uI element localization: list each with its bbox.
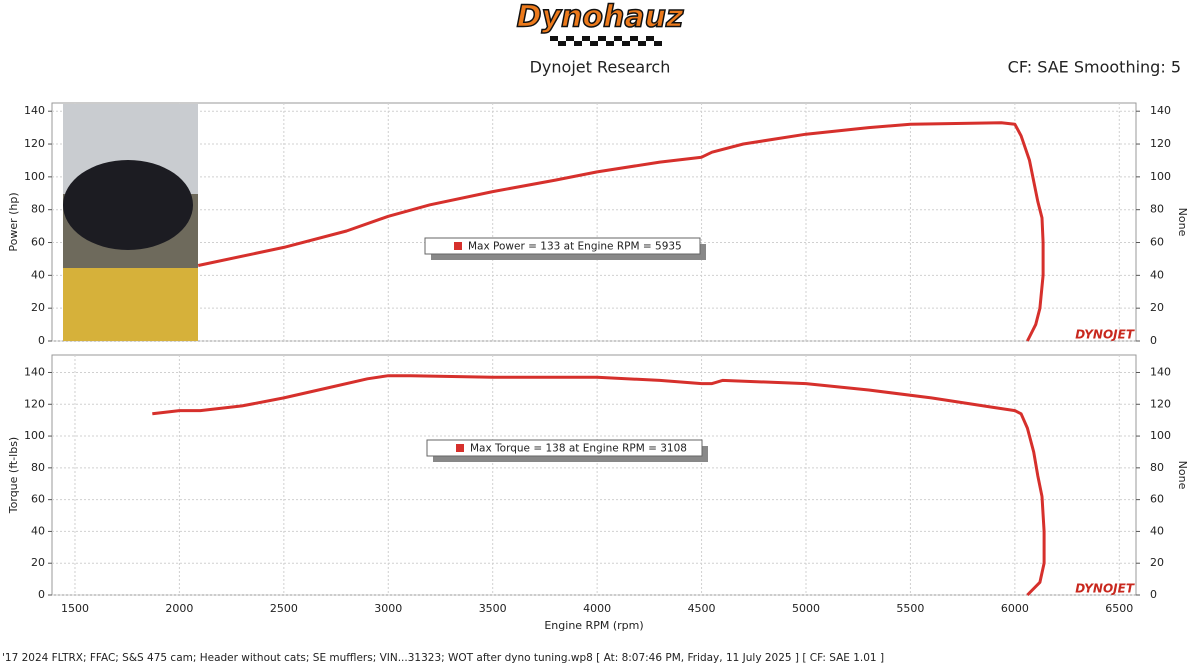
settings: CF: SAE Smoothing: 5 xyxy=(1008,58,1181,77)
y-tick-label: 60 xyxy=(31,236,45,249)
y2-tick-label: 120 xyxy=(1150,137,1171,150)
x-tick-label: 6000 xyxy=(1001,602,1029,615)
y2-axis-label: None xyxy=(1176,461,1189,490)
data-line xyxy=(197,121,1045,342)
y2-tick-label: 120 xyxy=(1150,397,1171,410)
y-tick-label: 80 xyxy=(31,461,45,474)
y2-tick-label: 40 xyxy=(1150,268,1164,281)
y2-tick-label: 0 xyxy=(1150,588,1157,601)
x-tick-label: 5500 xyxy=(896,602,924,615)
bike-photo-dyno xyxy=(63,268,198,341)
x-tick-label: 3500 xyxy=(479,602,507,615)
y2-tick-label: 100 xyxy=(1150,170,1171,183)
watermark: DYNOJET xyxy=(1075,328,1135,342)
x-tick-label: 1500 xyxy=(61,602,89,615)
x-tick-label: 5000 xyxy=(792,602,820,615)
plot-area xyxy=(51,102,1137,342)
y2-tick-label: 60 xyxy=(1150,493,1164,506)
x-tick-label: 6500 xyxy=(1105,602,1133,615)
x-axis-label: Engine RPM (rpm) xyxy=(544,619,643,632)
subtitle: Dynojet Research xyxy=(530,58,671,77)
y-tick-label: 0 xyxy=(38,334,45,347)
y-tick-label: 40 xyxy=(31,268,45,281)
y2-tick-label: 140 xyxy=(1150,365,1171,378)
y-tick-label: 120 xyxy=(24,137,45,150)
annotation-box xyxy=(424,237,701,255)
annotation-swatch xyxy=(456,444,464,452)
logo-flag xyxy=(550,36,662,46)
y-axis-label: Torque (ft-lbs) xyxy=(7,437,20,514)
logo: Dynohauz xyxy=(517,0,684,35)
y-tick-label: 80 xyxy=(31,203,45,216)
y2-tick-label: 20 xyxy=(1150,556,1164,569)
y2-tick-label: 80 xyxy=(1150,461,1164,474)
plot-area xyxy=(51,354,1137,596)
y-tick-label: 140 xyxy=(24,365,45,378)
footer: '17 2024 FLTRX; FFAC; S&S 475 cam; Heade… xyxy=(2,652,884,664)
y-tick-label: 0 xyxy=(38,588,45,601)
x-tick-label: 4500 xyxy=(688,602,716,615)
y-tick-label: 100 xyxy=(24,170,45,183)
y-tick-label: 20 xyxy=(31,556,45,569)
y2-tick-label: 0 xyxy=(1150,334,1157,347)
y-tick-label: 100 xyxy=(24,429,45,442)
annotation-swatch xyxy=(454,242,462,250)
y2-tick-label: 60 xyxy=(1150,236,1164,249)
annotation: Max Power = 133 at Engine RPM = 5935 xyxy=(468,241,682,253)
x-tick-label: 3000 xyxy=(374,602,402,615)
y2-axis-label: None xyxy=(1176,208,1189,237)
y2-tick-label: 40 xyxy=(1150,524,1164,537)
y-tick-label: 120 xyxy=(24,397,45,410)
y-axis-label: Power (hp) xyxy=(7,192,20,251)
annotation: Max Torque = 138 at Engine RPM = 3108 xyxy=(470,443,687,455)
y2-tick-label: 80 xyxy=(1150,203,1164,216)
x-tick-label: 4000 xyxy=(583,602,611,615)
y2-tick-label: 20 xyxy=(1150,301,1164,314)
watermark: DYNOJET xyxy=(1075,582,1135,596)
y-tick-label: 60 xyxy=(31,493,45,506)
x-tick-label: 2500 xyxy=(270,602,298,615)
annotation-box xyxy=(426,439,703,457)
y-tick-label: 20 xyxy=(31,301,45,314)
bike-photo-bike xyxy=(63,160,193,250)
x-tick-label: 2000 xyxy=(165,602,193,615)
y-tick-label: 140 xyxy=(24,104,45,117)
data-line xyxy=(152,374,1046,597)
y-tick-label: 40 xyxy=(31,524,45,537)
y2-tick-label: 140 xyxy=(1150,104,1171,117)
y2-tick-label: 100 xyxy=(1150,429,1171,442)
